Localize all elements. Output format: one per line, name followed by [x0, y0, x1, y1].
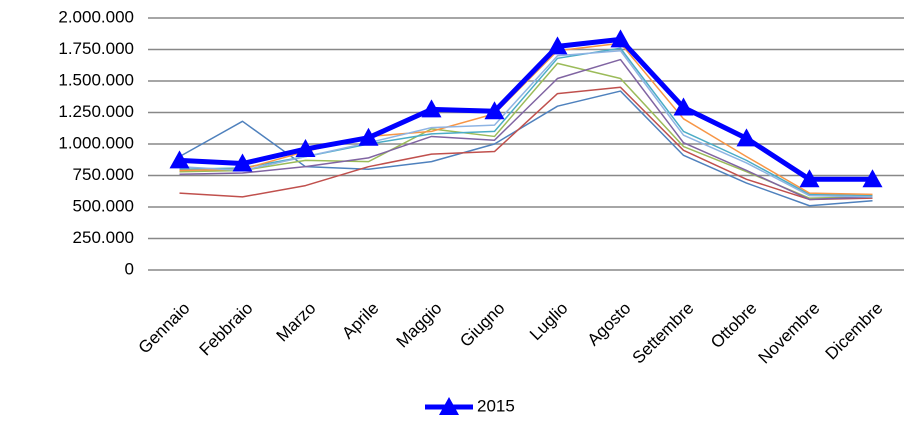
series-line: [179, 86, 873, 201]
marker: [169, 150, 190, 169]
y-tick-label: 500.000: [73, 196, 134, 215]
y-tick-label: 250.000: [73, 228, 134, 247]
x-tick-label: Dicembre: [822, 299, 887, 364]
marker: [232, 153, 253, 172]
series-line: [179, 50, 873, 198]
series-line: [179, 62, 873, 199]
marker: [736, 128, 757, 147]
y-tick-label: 1.250.000: [58, 102, 134, 121]
y-tick-label: 1.000.000: [58, 133, 134, 152]
marker: [610, 29, 631, 48]
series-line: [179, 90, 873, 207]
series-line: [179, 58, 873, 201]
marker: [547, 36, 568, 55]
marker: [295, 139, 316, 158]
x-tick-label: Aprile: [338, 299, 382, 343]
y-tick-label: 1.500.000: [58, 70, 134, 89]
x-tick-label: Luglio: [526, 299, 572, 345]
y-tick-label: 750.000: [73, 165, 134, 184]
marker: [673, 97, 694, 116]
x-tick-label: Gennaio: [135, 299, 194, 358]
x-tick-label: Settembre: [629, 299, 698, 368]
x-tick-label: Maggio: [393, 299, 446, 352]
legend-label: 2015: [477, 396, 515, 415]
y-tick-label: 0: [125, 259, 134, 278]
marker: [862, 169, 883, 188]
y-tick-label: 2.000.000: [58, 7, 134, 26]
x-tick-label: Ottobre: [707, 299, 761, 353]
x-tick-label: Agosto: [584, 299, 635, 350]
marker: [484, 101, 505, 120]
x-tick-label: Giugno: [456, 299, 508, 351]
y-tick-label: 1.750.000: [58, 39, 134, 58]
legend-marker: [439, 397, 459, 415]
x-tick-label: Novembre: [755, 299, 824, 368]
x-tick-label: Marzo: [273, 299, 320, 346]
series-line: [179, 36, 873, 182]
x-tick-label: Febbraio: [196, 299, 257, 360]
marker: [421, 99, 442, 118]
marker: [358, 127, 379, 146]
marker: [799, 169, 820, 188]
